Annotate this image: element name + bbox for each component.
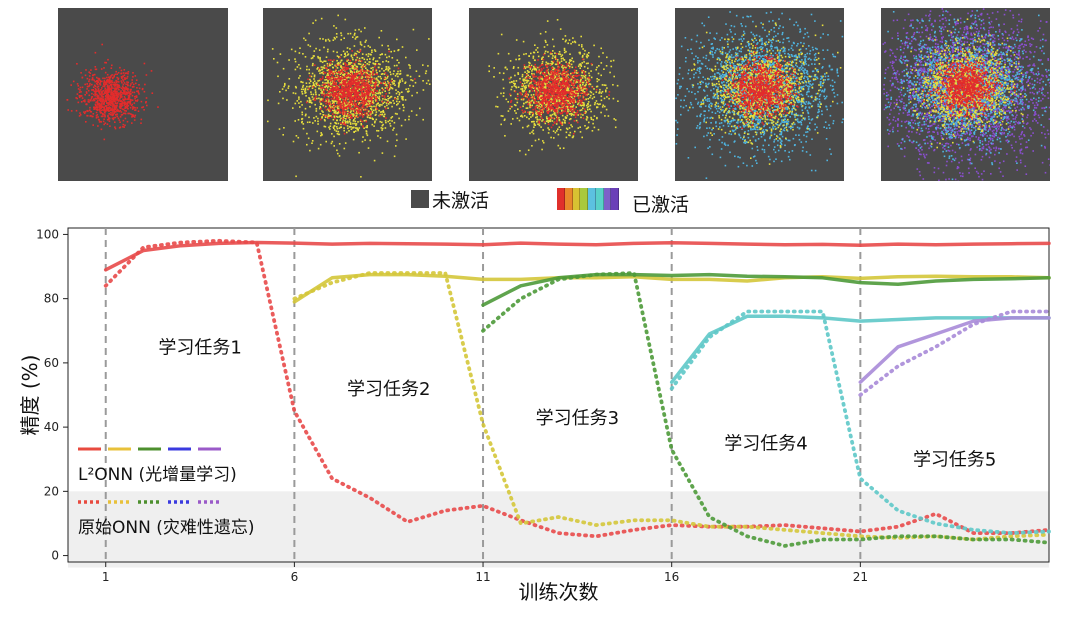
colorbar-segment bbox=[572, 188, 581, 210]
y-tick-label: 40 bbox=[44, 420, 59, 434]
activation-panel-5 bbox=[881, 8, 1050, 181]
l2onn-series-line bbox=[292, 272, 1051, 304]
x-tick-label: 11 bbox=[475, 570, 490, 584]
onn-series-line bbox=[858, 309, 1051, 397]
colorbar-segment bbox=[603, 188, 612, 210]
activation-panel-4 bbox=[675, 8, 844, 181]
task-label: 学习任务2 bbox=[347, 379, 430, 400]
x-tick-label: 21 bbox=[853, 570, 868, 584]
task-label: 学习任务4 bbox=[724, 434, 807, 455]
colorbar-segment bbox=[580, 188, 588, 210]
active-label: 已激活 bbox=[632, 194, 690, 216]
x-tick-label: 16 bbox=[664, 570, 679, 584]
onn-series-line bbox=[481, 271, 1051, 548]
activation-cluster bbox=[721, 44, 801, 130]
x-axis-label: 训练次数 bbox=[519, 580, 599, 604]
activation-cluster bbox=[921, 50, 1017, 128]
task-label: 学习任务3 bbox=[536, 408, 619, 429]
colorbar-segment bbox=[588, 188, 596, 210]
l2onn-series-line bbox=[103, 240, 1051, 272]
colorbar-segment bbox=[564, 188, 573, 210]
x-tick-label: 6 bbox=[291, 570, 299, 584]
colorbar-segment bbox=[611, 188, 619, 210]
activation-panel-2 bbox=[263, 8, 432, 181]
y-tick-label: 0 bbox=[51, 549, 59, 563]
y-tick-label: 100 bbox=[36, 227, 59, 241]
l2onn-series-line bbox=[858, 316, 1051, 384]
legend-l2onn-label: L²ONN (光增量学习) bbox=[78, 465, 237, 485]
x-tick-label: 1 bbox=[102, 570, 110, 584]
onn-series-line bbox=[292, 271, 1051, 542]
legend-onn-label: 原始ONN (灾难性遗忘) bbox=[78, 518, 254, 538]
inactive-label: 未激活 bbox=[432, 190, 490, 212]
colorbar-segment bbox=[595, 188, 604, 210]
l2onn-series-line bbox=[669, 314, 1051, 384]
inactive-swatch bbox=[411, 190, 429, 208]
y-tick-label: 80 bbox=[44, 292, 59, 306]
colorbar-segment bbox=[557, 188, 565, 210]
plot-frame bbox=[67, 227, 1050, 563]
activation-panel-3 bbox=[469, 8, 638, 181]
activation-cluster bbox=[66, 43, 159, 141]
y-tick-label: 20 bbox=[44, 484, 59, 498]
activation-cluster bbox=[306, 49, 416, 135]
onn-series-line bbox=[669, 309, 1051, 536]
task-label: 学习任务5 bbox=[913, 450, 996, 471]
y-axis-label: 精度 (%) bbox=[18, 355, 42, 436]
activation-cluster bbox=[508, 51, 611, 135]
onn-series-line bbox=[103, 238, 1051, 539]
y-tick-label: 60 bbox=[44, 356, 59, 370]
activation-panel-1 bbox=[58, 8, 228, 181]
task-label: 学习任务1 bbox=[158, 337, 241, 358]
active-colorbar bbox=[557, 188, 619, 210]
forgetting-band bbox=[68, 491, 1049, 568]
